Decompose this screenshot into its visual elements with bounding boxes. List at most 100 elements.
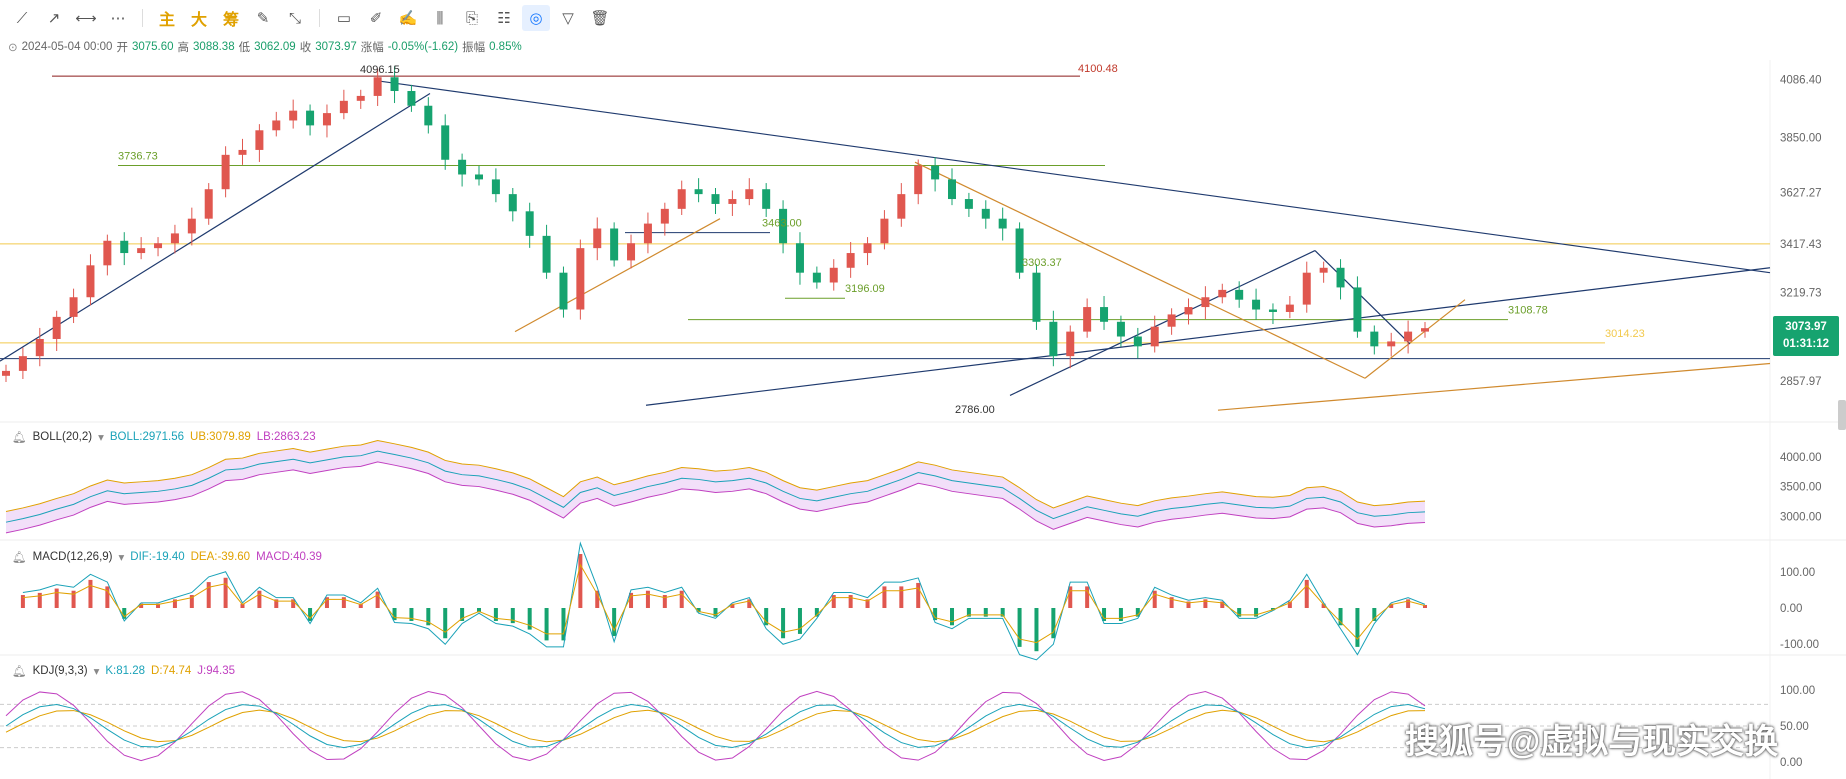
macd-histogram-bar xyxy=(1254,608,1259,617)
kdj-k-line xyxy=(5,703,1426,749)
macd-histogram-bar xyxy=(477,608,481,613)
macd-dif-line xyxy=(22,541,1426,661)
macd-histogram-bar xyxy=(882,586,887,608)
macd-histogram-bar xyxy=(1152,590,1157,608)
boll-band-fill xyxy=(6,440,1425,533)
macd-histogram-bar xyxy=(1321,603,1326,608)
macd-histogram-bar xyxy=(1085,586,1090,608)
candle-body xyxy=(221,154,230,190)
price-annotation: 3108.78 xyxy=(1508,305,1548,317)
macd-histogram-bar xyxy=(257,590,262,608)
boll-ub: UB:3079.89 xyxy=(190,431,251,443)
boll-name[interactable]: BOLL(20,2) xyxy=(32,431,93,443)
candle-body xyxy=(86,265,95,298)
candle-body xyxy=(1066,331,1075,357)
copy-icon[interactable]: ⎘ xyxy=(465,9,478,27)
kdj-name[interactable]: KDJ(9,3,3) xyxy=(32,665,88,677)
trash-icon[interactable]: 🗑 xyxy=(590,10,610,27)
more-icon[interactable]: ⋯ xyxy=(110,10,126,27)
macd-histogram-bar xyxy=(392,608,397,621)
macd-histogram-bar xyxy=(426,608,431,626)
boll-value: BOLL:2971.56 xyxy=(109,431,185,443)
amplitude-label: 振幅 xyxy=(462,42,486,54)
macd-histogram-bar xyxy=(1169,597,1174,608)
macd-histogram-bar xyxy=(933,608,938,621)
candle-body xyxy=(542,235,551,273)
macd-histogram-bar xyxy=(696,608,701,613)
chevron-down-icon[interactable]: ▾ xyxy=(98,432,104,444)
candle-body xyxy=(272,120,281,131)
price-annotation: 3463.00 xyxy=(762,218,802,230)
candle-body xyxy=(356,95,365,101)
macd-histogram-bar xyxy=(1034,608,1039,652)
candle-body xyxy=(1336,267,1345,288)
kdj-d: D:74.74 xyxy=(151,665,192,677)
macd-histogram-bar xyxy=(493,608,498,621)
magnet-icon[interactable]: ◎ xyxy=(522,5,550,31)
rect-icon[interactable]: ▭ xyxy=(336,10,352,27)
macd-histogram-bar xyxy=(1338,608,1343,626)
candle-body xyxy=(1133,336,1142,347)
watermark: 搜狐号@虚拟与现实交换 xyxy=(1405,723,1779,761)
boll-legend: 🔔︎ BOLL(20,2) ▾ BOLL:2971.56 UB:3079.89 … xyxy=(12,430,316,444)
main-y-tick: 3850.00 xyxy=(1780,133,1822,145)
macd-histogram-bar xyxy=(1051,608,1056,639)
kdj-y-tick: 0.00 xyxy=(1780,757,1802,769)
macd-histogram-bar xyxy=(460,608,465,621)
macd-histogram-bar xyxy=(1068,586,1073,608)
trend-line-down-long xyxy=(379,80,1771,274)
panel-resize-handle[interactable] xyxy=(1838,400,1846,430)
macd-histogram-bar xyxy=(341,597,346,608)
horizontal-line-icon[interactable]: ⟷ xyxy=(75,10,97,27)
candle-body xyxy=(255,130,264,150)
macd-histogram-bar xyxy=(122,608,127,619)
macd-histogram-bar xyxy=(527,608,532,630)
candle-icon[interactable]: ⫼ xyxy=(436,9,444,27)
chevron-down-icon[interactable]: ▾ xyxy=(93,666,100,678)
price-annotation: 3014.23 xyxy=(1605,328,1645,340)
macd-y-tick: 100.00 xyxy=(1780,567,1815,579)
macd-histogram-bar xyxy=(764,608,769,626)
bell-icon[interactable]: 🔔︎ xyxy=(12,666,27,678)
macd-histogram-bar xyxy=(291,599,296,608)
edit-icon[interactable]: ✎ xyxy=(256,10,270,27)
macd-histogram-bar xyxy=(578,554,583,608)
kdj-k: K:81.28 xyxy=(105,665,146,677)
candle-body xyxy=(204,189,213,219)
candle-body xyxy=(458,159,467,175)
candle-body xyxy=(1218,289,1227,298)
candle-body xyxy=(103,240,112,266)
trend-line-up-3 xyxy=(1364,299,1466,379)
toolbar: ⟋ ↗ ⟷ ⋯ 主 大 筹 ✎ ⤡ ▭ ✐ ✍ ⫼ ⎘ ☷ ◎ ▽ 🗑 xyxy=(0,0,1846,36)
macd-histogram-bar xyxy=(1287,601,1292,608)
candle-body xyxy=(931,165,940,180)
note-icon[interactable]: ☷ xyxy=(497,10,511,27)
pen-icon[interactable]: ✐ xyxy=(369,10,383,27)
bell-icon[interactable]: 🔔︎ xyxy=(12,552,27,564)
kdj-y-tick: 100.00 xyxy=(1780,685,1815,697)
chevron-down-icon[interactable]: ▾ xyxy=(118,552,125,564)
candle-body xyxy=(610,228,619,261)
trend-line-icon[interactable]: ⟋ xyxy=(16,9,28,27)
ray-icon[interactable]: ↗ xyxy=(47,10,61,27)
bell-icon[interactable]: 🔔︎ xyxy=(12,432,27,444)
candle-body xyxy=(1285,304,1294,312)
macd-histogram-bar xyxy=(544,608,549,641)
main-button[interactable]: 主 xyxy=(158,12,175,29)
brush-icon[interactable]: ✍ xyxy=(398,10,418,27)
candle-body xyxy=(846,253,855,268)
macd-value: MACD:40.39 xyxy=(256,551,322,563)
candle-body xyxy=(1235,289,1244,300)
main-y-tick: 4086.40 xyxy=(1780,75,1822,87)
macd-name[interactable]: MACD(12,26,9) xyxy=(32,551,113,563)
candle-body xyxy=(187,218,196,234)
filter-icon[interactable]: ▽ xyxy=(562,10,574,27)
macd-histogram-bar xyxy=(730,603,735,608)
candle-body xyxy=(1100,307,1109,322)
macd-histogram-bar xyxy=(1372,608,1377,621)
big-button[interactable]: 大 xyxy=(190,12,207,29)
macd-histogram-bar xyxy=(223,577,228,608)
chip-button[interactable]: 筹 xyxy=(222,12,239,29)
measure-icon[interactable]: ⤡ xyxy=(288,9,301,27)
